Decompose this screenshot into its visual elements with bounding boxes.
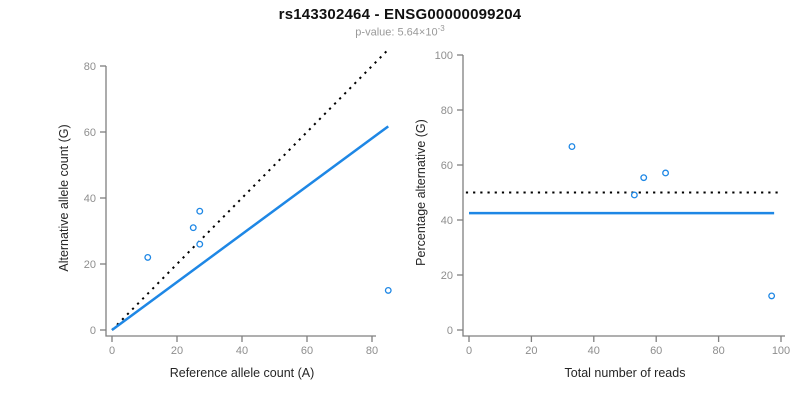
x-tick-label: 20 bbox=[525, 345, 537, 357]
y-tick-label: 0 bbox=[90, 325, 96, 337]
data-point bbox=[662, 169, 670, 177]
data-point bbox=[640, 174, 648, 182]
x-tick-label: 0 bbox=[109, 345, 115, 357]
x-tick-label: 80 bbox=[712, 345, 724, 357]
data-point bbox=[189, 224, 197, 232]
axis-lines bbox=[105, 66, 376, 337]
pvalue-text: p-value: 5.64×10 bbox=[355, 26, 438, 39]
data-point bbox=[384, 286, 392, 294]
y-tick-label: 80 bbox=[441, 105, 453, 117]
figure-title: rs143302464 - ENSG00000099204 bbox=[278, 6, 522, 23]
y-tick-label: 20 bbox=[84, 259, 96, 271]
data-point bbox=[144, 253, 152, 261]
x-tick-label: 40 bbox=[236, 345, 248, 357]
pvalue-exponent: -3 bbox=[437, 24, 445, 33]
expected-ratio-line bbox=[111, 50, 388, 331]
x-tick-label: 20 bbox=[171, 345, 183, 357]
panel-counts: 0 20 40 60 80 0 20 40 60 80 Reference allele count… bbox=[57, 50, 392, 380]
y-tick-label: 0 bbox=[447, 325, 453, 337]
y-tick-label: 40 bbox=[84, 193, 96, 205]
x-tick-label: 80 bbox=[366, 345, 378, 357]
x-axis-title: Reference allele count (A) bbox=[170, 366, 315, 380]
data-point bbox=[568, 143, 576, 151]
x-tick-label: 60 bbox=[301, 345, 313, 357]
axis-lines bbox=[462, 55, 785, 337]
x-tick-label: 100 bbox=[772, 345, 790, 357]
panel-percentage: 0 20 40 60 80 100 0 20 40 60 80 100 Total number of … bbox=[414, 50, 790, 380]
y-axis-title: Alternative allele count (G) bbox=[57, 124, 71, 271]
y-tick-label: 100 bbox=[435, 50, 453, 62]
x-tick-label: 0 bbox=[466, 345, 472, 357]
y-axis-title: Percentage alternative (G) bbox=[414, 119, 428, 266]
data-point bbox=[630, 191, 638, 199]
x-tick-label: 40 bbox=[588, 345, 600, 357]
data-point bbox=[768, 292, 776, 300]
data-point bbox=[196, 240, 204, 248]
y-tick-label: 60 bbox=[84, 127, 96, 139]
y-tick-label: 20 bbox=[441, 270, 453, 282]
observed-ratio-line bbox=[111, 125, 389, 332]
x-axis-title: Total number of reads bbox=[565, 366, 686, 380]
y-tick-label: 80 bbox=[84, 61, 96, 73]
figure-subtitle-pvalue: p-value: 5.64×10-3 bbox=[0, 24, 800, 39]
data-point bbox=[196, 207, 204, 215]
y-tick-label: 60 bbox=[441, 160, 453, 172]
x-tick-label: 60 bbox=[650, 345, 662, 357]
y-tick-label: 40 bbox=[441, 215, 453, 227]
